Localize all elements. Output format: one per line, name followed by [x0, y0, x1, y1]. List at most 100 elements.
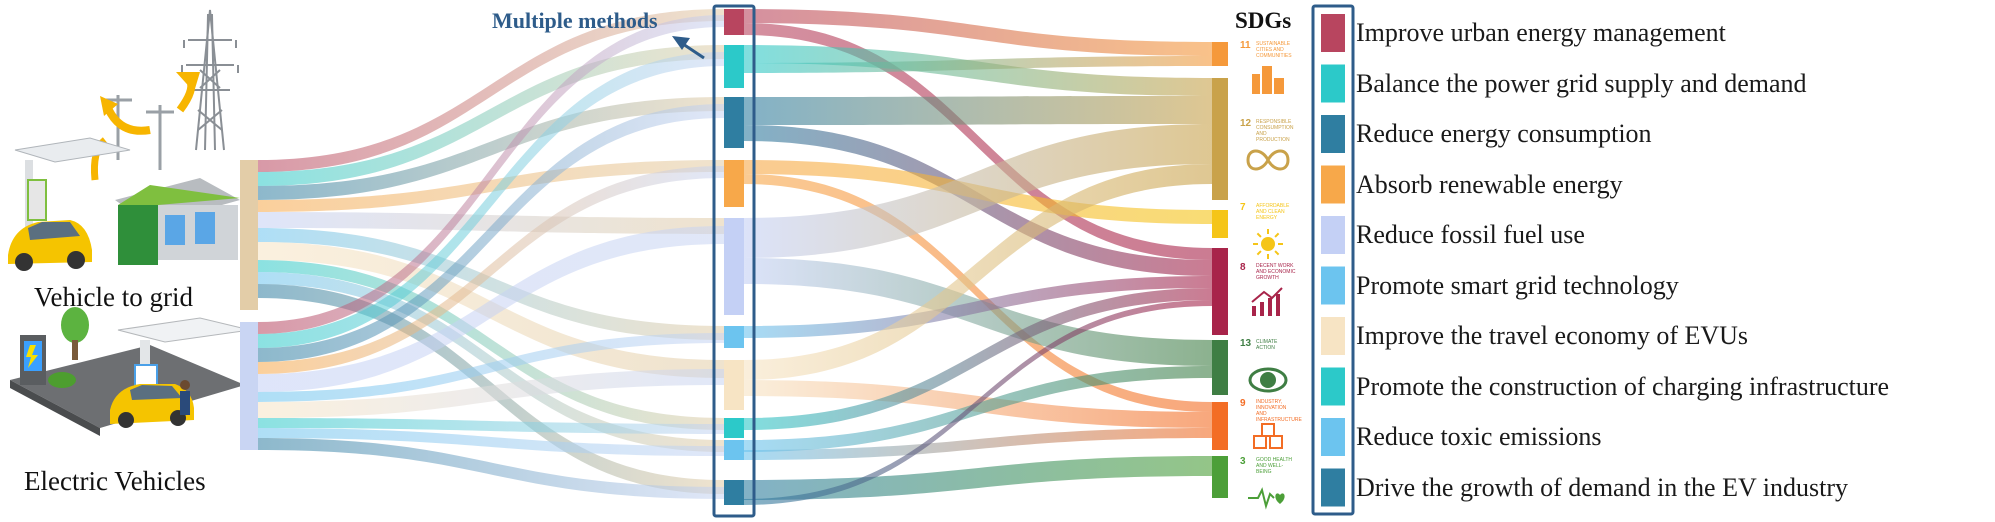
legend-label: Reduce toxic emissions [1356, 422, 1602, 451]
person-icon [180, 380, 190, 415]
charging-kiosk-icon [20, 335, 46, 385]
sdg-number: 12 [1240, 118, 1252, 129]
flow-band [258, 333, 724, 402]
methods-highlight-box [712, 4, 756, 518]
legend-label: Drive the growth of demand in the EV ind… [1356, 472, 1848, 502]
method-node [724, 440, 744, 460]
flow-band [744, 366, 1212, 452]
sdg-tile-text: Industry, innovation and infrastructure [1256, 399, 1302, 423]
legend-highlight-box [1311, 4, 1355, 516]
legend-swatch [1321, 418, 1345, 456]
flow-band [744, 428, 1212, 460]
charging-station-building [14, 137, 240, 265]
source-node-electric-vehicles [240, 322, 258, 450]
flow-band [258, 52, 724, 348]
flow-band [258, 15, 724, 334]
legend-swatch [1321, 468, 1345, 507]
sdg-node [1212, 248, 1228, 335]
flow-band [744, 56, 1212, 73]
flow-band [744, 164, 1212, 380]
sun-icon [1253, 229, 1283, 259]
flow-band [258, 418, 724, 434]
sdg-tile-text: Good health and well-being [1256, 457, 1293, 475]
flow-band [744, 174, 1212, 412]
tree-icon [48, 307, 89, 388]
sdg-number: 7 [1240, 202, 1246, 213]
method-node [724, 45, 744, 88]
flow-band [258, 272, 724, 452]
flow-band [258, 166, 724, 374]
legend-swatch [1321, 115, 1345, 153]
flow-band [744, 124, 1212, 258]
vehicle-to-grid-illustration [8, 9, 240, 271]
energy-arrow-head-icon [100, 96, 118, 116]
legend-label: Promote the construction of charging inf… [1356, 371, 1890, 401]
sdg-number: 13 [1240, 338, 1252, 349]
legend-swatch [1321, 317, 1345, 355]
legend-label: Improve urban energy management [1356, 18, 1726, 47]
legend-label: Promote smart grid technology [1356, 270, 1679, 300]
flow-band [258, 104, 724, 362]
sdg-node [1212, 340, 1228, 395]
flow-band [744, 9, 1212, 56]
flow-band [258, 228, 724, 340]
sdg-tile-text: Affordable and clean energy [1256, 203, 1290, 221]
method-node [724, 326, 744, 348]
growth-chart-icon [1251, 287, 1283, 316]
sdgs-title: SDGs [1235, 8, 1292, 33]
sdg-number: 3 [1240, 456, 1246, 467]
source-node-vehicle-to-grid [240, 160, 258, 310]
flow-band [258, 438, 724, 499]
city-icon [1252, 66, 1284, 94]
flow-band [744, 96, 1212, 125]
legend-swatch [1321, 165, 1345, 204]
cubes-icon [1253, 423, 1283, 449]
flow-band [744, 276, 1212, 338]
sdg-tile-text: Climate action [1256, 339, 1278, 351]
sdg-node [1212, 42, 1228, 66]
sdg-tile-text: Decent work and economic growth [1256, 263, 1296, 281]
flow-band [258, 369, 724, 418]
legend-label: Improve the travel economy of EVUs [1356, 321, 1749, 350]
method-node [724, 480, 744, 505]
legend-swatch [1321, 367, 1345, 406]
power-pylon-icon [181, 9, 239, 151]
flow-band [258, 260, 724, 430]
sdg-node [1212, 402, 1228, 450]
flow-band [258, 45, 724, 186]
method-node [724, 9, 744, 35]
electric-vehicles-illustration [10, 307, 251, 436]
flow-band [258, 160, 724, 212]
legend-swatch [1321, 216, 1345, 254]
legend-swatch [1321, 266, 1345, 305]
earth-eye-icon [1248, 367, 1288, 393]
sdg-node [1212, 456, 1228, 498]
yellow-ev-car-icon [110, 384, 194, 428]
flow-band [744, 45, 1212, 96]
flow-band [258, 97, 724, 200]
method-node [724, 418, 744, 438]
method-node [724, 360, 744, 410]
sdg-number: 11 [1240, 40, 1251, 51]
methods-pointer-arrowhead [672, 36, 690, 50]
electric-vehicles-label: Electric Vehicles [24, 466, 206, 496]
method-node [724, 97, 744, 148]
methods-label: Multiple methods [492, 8, 658, 33]
sdg-number: 8 [1240, 262, 1246, 273]
heartbeat-icon [1248, 487, 1285, 510]
sdg-node [1212, 210, 1228, 238]
yellow-car-icon [8, 220, 92, 271]
flow-band [258, 226, 724, 392]
flow-band [258, 428, 724, 456]
sdg-number: 9 [1240, 398, 1246, 409]
legend-label: Absorb renewable energy [1356, 169, 1623, 199]
sdg-tile-text: Responsible consumption and production [1256, 119, 1294, 143]
flow-band [258, 9, 724, 172]
sdg-node [1212, 78, 1228, 200]
legend-label: Reduce energy consumption [1356, 119, 1652, 148]
flow-band [744, 300, 1212, 505]
method-node [724, 218, 744, 315]
legend-swatch [1321, 14, 1345, 52]
flow-band [744, 456, 1212, 500]
